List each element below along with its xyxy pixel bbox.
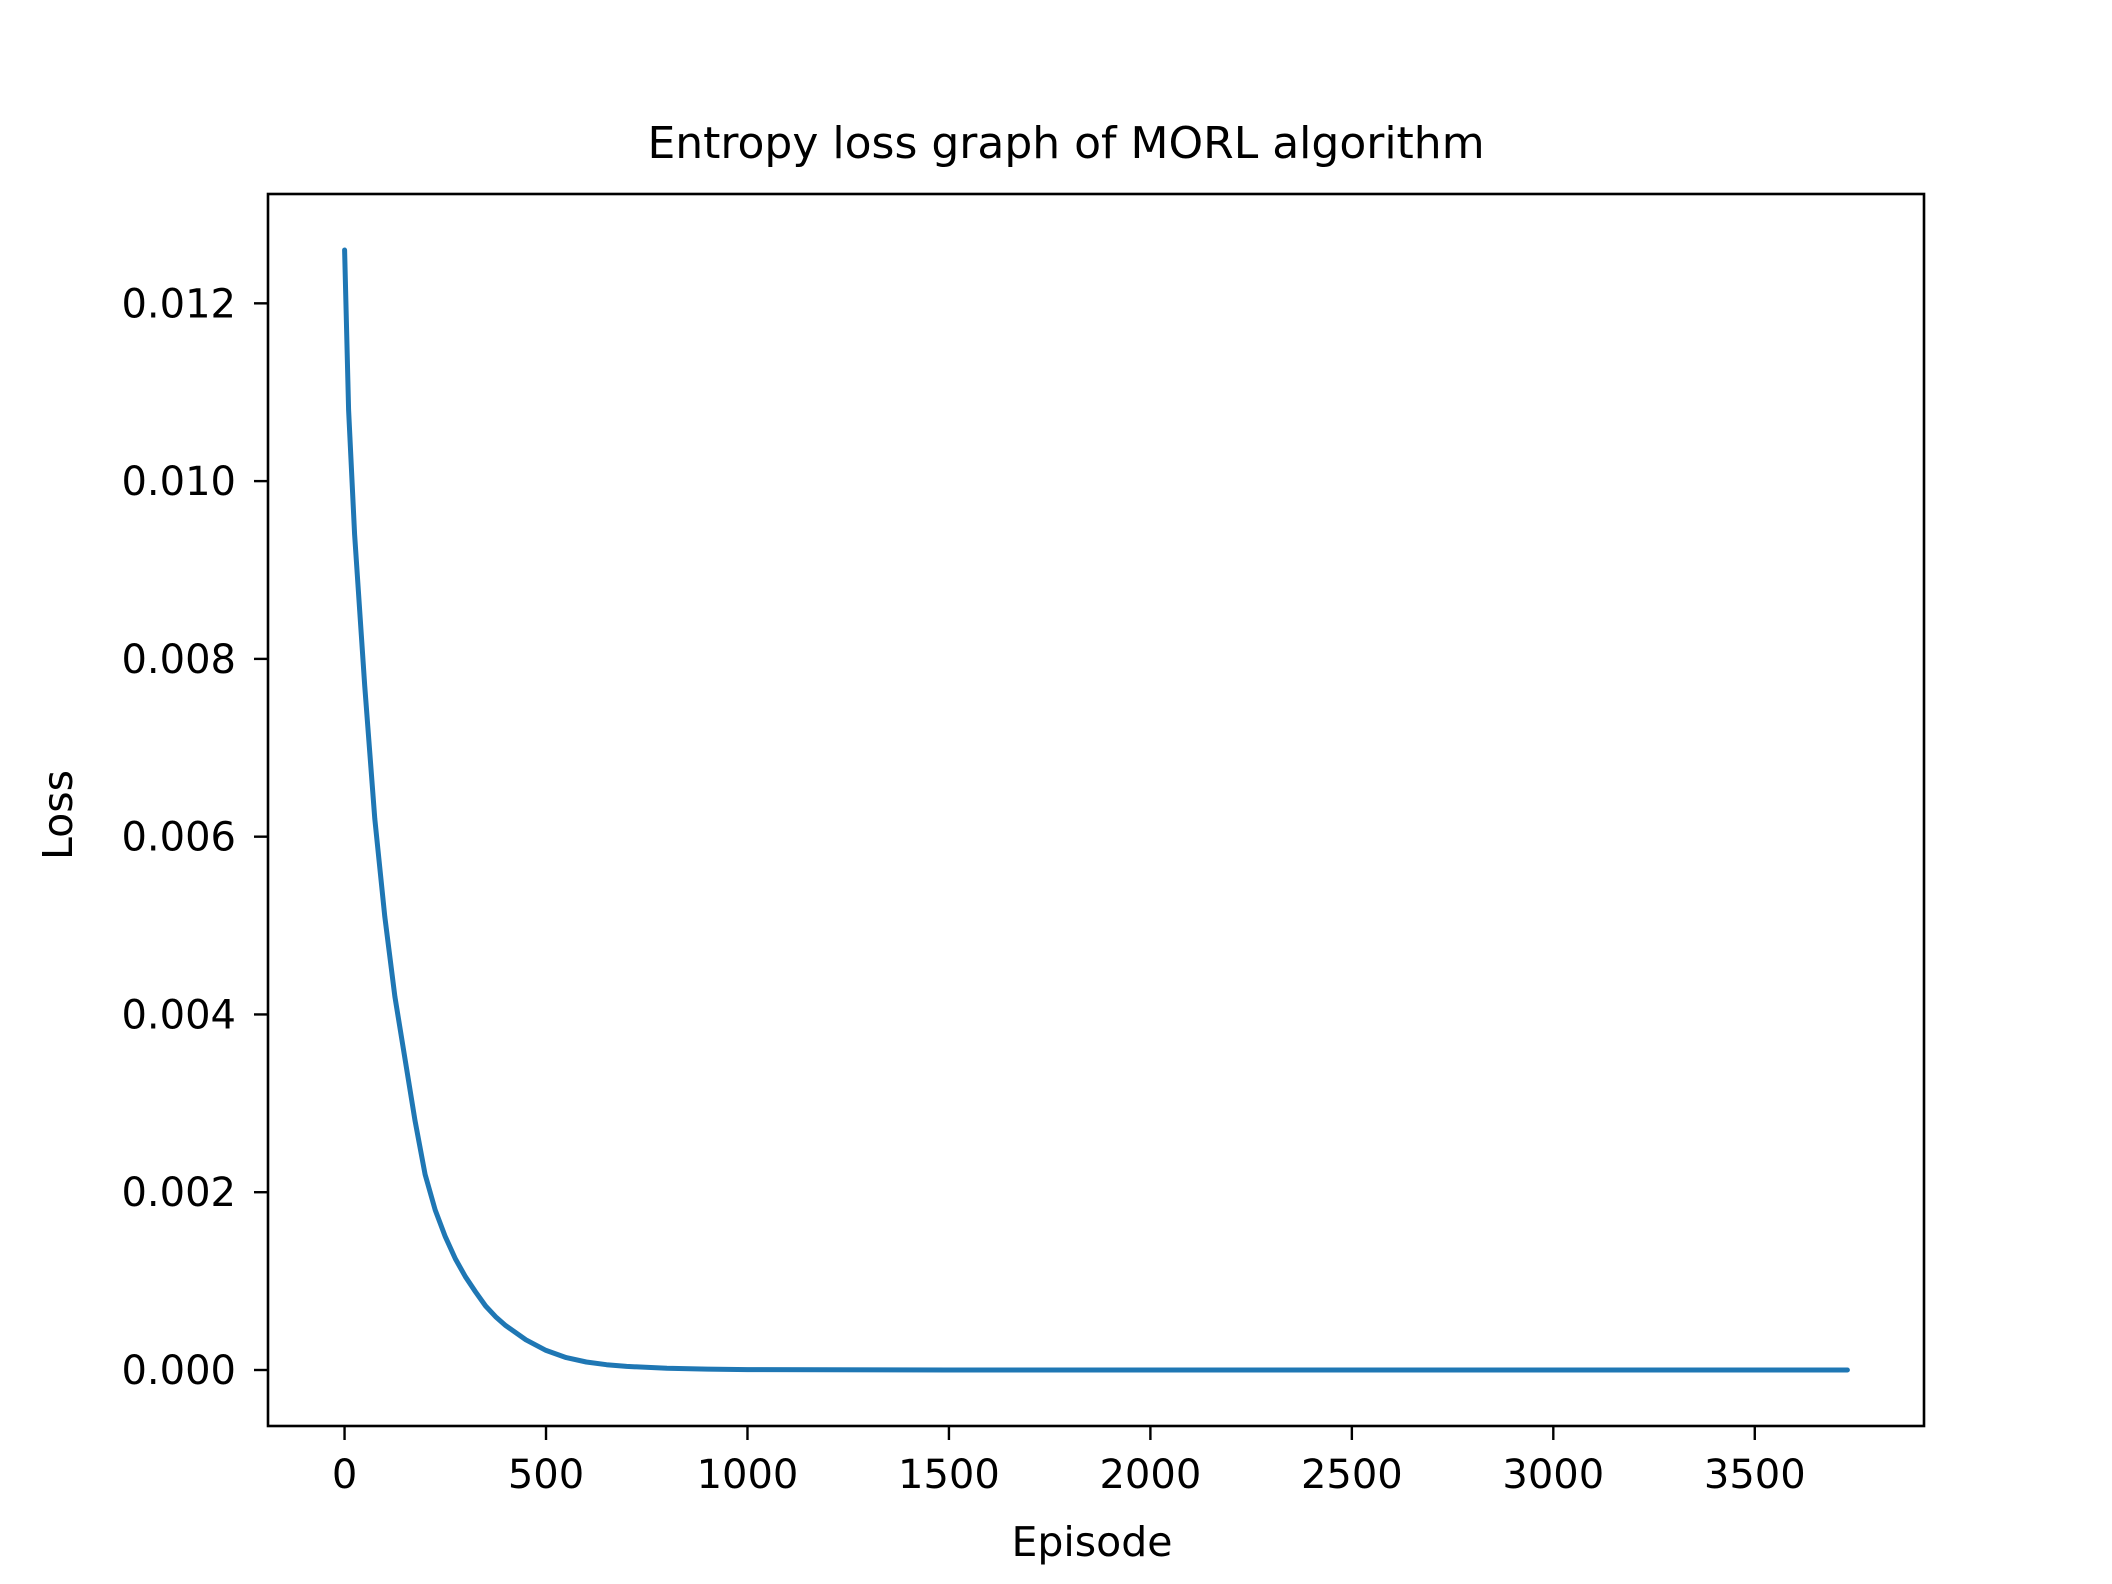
- y-tick-label-1: 0.002: [121, 1170, 236, 1216]
- x-tick-label-6: 3000: [1502, 1452, 1604, 1498]
- x-tick-label-7: 3500: [1704, 1452, 1806, 1498]
- y-axis-label: Loss: [34, 770, 82, 860]
- y-tick-label-2: 0.004: [121, 992, 236, 1038]
- y-tick-label-3: 0.006: [121, 815, 236, 861]
- x-tick-label-0: 0: [332, 1452, 357, 1498]
- chart-title: Entropy loss graph of MORL algorithm: [647, 118, 1484, 169]
- x-tick-label-1: 500: [508, 1452, 584, 1498]
- y-tick-label-4: 0.008: [121, 637, 236, 683]
- x-tick-label-5: 2500: [1301, 1452, 1403, 1498]
- plot-area: 0 500 1000 1500 2000 2500 3000 3500 0.000 0.002 0.…: [121, 192, 1926, 1498]
- x-tick-label-4: 2000: [1099, 1452, 1201, 1498]
- y-tick-label-5: 0.010: [121, 459, 236, 505]
- x-tick-label-2: 1000: [697, 1452, 799, 1498]
- y-tick-label-6: 0.012: [121, 281, 236, 327]
- x-tick-label-3: 1500: [898, 1452, 1000, 1498]
- series-line-0: [342, 247, 1850, 1373]
- y-tick-label-0: 0.000: [121, 1348, 236, 1394]
- x-axis-label: Episode: [1011, 1518, 1172, 1566]
- plot-frame: [266, 192, 1926, 1428]
